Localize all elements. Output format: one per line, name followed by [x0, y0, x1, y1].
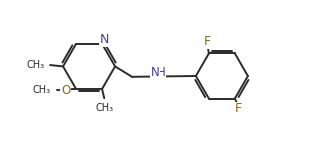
Text: F: F: [235, 102, 242, 115]
Text: CH₃: CH₃: [27, 60, 45, 70]
Text: F: F: [204, 35, 211, 48]
Text: CH₃: CH₃: [32, 85, 50, 95]
Text: N: N: [151, 66, 159, 79]
Text: O: O: [61, 84, 70, 97]
Text: CH₃: CH₃: [95, 103, 113, 113]
Text: H: H: [157, 66, 166, 79]
Text: N: N: [99, 33, 109, 46]
